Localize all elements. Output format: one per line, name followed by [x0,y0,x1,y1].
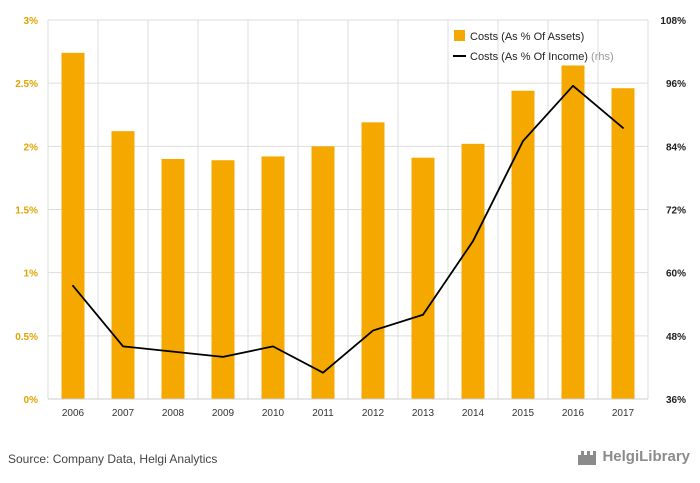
x-tick-label: 2010 [262,408,285,419]
y-left-tick-label: 0% [24,395,39,406]
axis-layer: 2006 2007 2008 2009 2010 2011 2012 2013 2014 2015… [15,16,686,419]
y-right-tick-label: 96% [666,79,686,90]
y-right-tick-label: 60% [666,269,686,280]
y-left-tick-label: 0.5% [15,332,38,343]
x-tick-label: 2016 [562,408,585,419]
y-left-tick-label: 2% [24,142,39,153]
line-layer [72,84,624,374]
y-left-tick-label: 1.5% [15,206,38,217]
y-right-tick-label: 36% [666,395,686,406]
bar-2010 [261,156,285,399]
bar-2015 [511,90,535,399]
bar-2007 [111,131,135,399]
y-left-tick-label: 1% [24,269,39,280]
helgi-library-logo: HelgiLibrary [576,448,690,465]
helgi-library-logo-mark [576,449,598,465]
x-tick-label: 2012 [362,408,385,419]
x-tick-label: 2006 [62,408,85,419]
legend-swatch-bar [454,30,465,41]
bar-2014 [461,143,485,399]
line-series-costs-income [72,84,624,374]
bar-2016 [561,65,585,399]
y-right-tick-label: 84% [666,142,686,153]
x-tick-label: 2011 [312,408,334,419]
bar-2006 [61,52,85,399]
legend: Costs (As % Of Assets) Costs (As % Of Inc… [453,30,614,63]
legend-label-suffix: (rhs) [588,51,614,63]
y-left-tick-label: 3% [24,16,39,27]
grid-layer [47,19,649,400]
x-tick-label: 2007 [112,408,135,419]
y-right-tick-label: 108% [660,16,686,27]
bar-2011 [311,146,335,399]
bar-2017 [611,88,635,399]
x-tick-label: 2013 [412,408,435,419]
y-left-tick-label: 2.5% [15,79,38,90]
bar-2013 [411,157,435,399]
bar-2008 [161,158,185,399]
source-text: Source: Company Data, Helgi Analytics [8,452,218,466]
x-tick-label: 2015 [512,408,535,419]
bar-2012 [361,122,385,399]
legend-label: Costs (As % Of Assets) [470,31,584,43]
x-tick-label: 2017 [612,408,635,419]
helgi-library-logo-text: HelgiLibrary [602,448,690,465]
bar-2009 [211,160,235,399]
x-tick-label: 2014 [462,408,485,419]
x-tick-label: 2008 [162,408,185,419]
y-right-tick-label: 48% [666,332,686,343]
y-right-tick-label: 72% [666,206,686,217]
bars-layer [61,52,635,399]
x-tick-label: 2009 [212,408,235,419]
legend-label: Costs (As % Of Income) (rhs) [470,51,614,63]
